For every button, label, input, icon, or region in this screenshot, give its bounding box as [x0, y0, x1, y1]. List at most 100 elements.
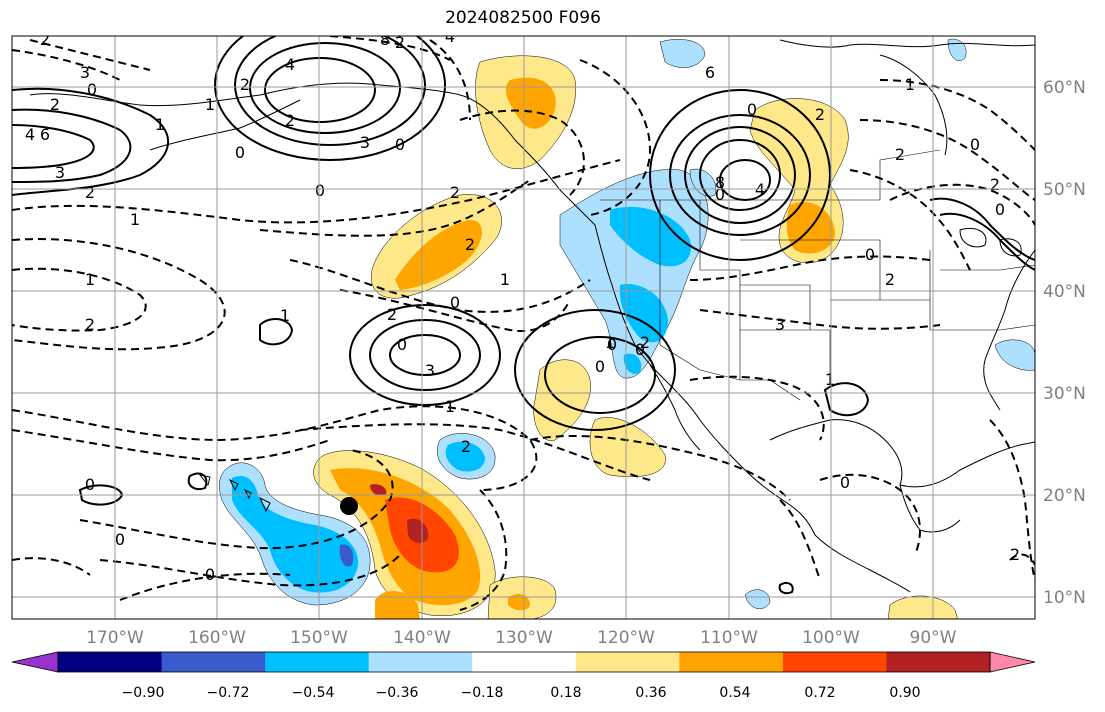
- contour-label: 1: [500, 270, 510, 289]
- colorbar-tick-label: −0.54: [292, 685, 335, 701]
- positive-anomaly-region: [407, 518, 429, 543]
- contour-line: [79, 449, 394, 550]
- positive-anomaly-region: [505, 77, 556, 129]
- contour-label: 1: [130, 210, 140, 229]
- negative-anomaly-region: [339, 544, 354, 567]
- contour-line: [879, 79, 1035, 151]
- contour-line: [989, 419, 1035, 581]
- colorbar-tick-label: −0.72: [207, 685, 250, 701]
- contour-label: 6: [40, 125, 50, 144]
- contour-line: [699, 139, 781, 211]
- contour-line: [12, 267, 147, 332]
- lat-label: 40°N: [1043, 282, 1086, 302]
- contour-label: 2: [465, 235, 475, 254]
- lat-label: 10°N: [1043, 588, 1086, 608]
- contour-label: 2: [50, 95, 60, 114]
- contour-line: [214, 36, 446, 161]
- contour-line: [429, 39, 471, 121]
- negative-anomaly-region: [659, 39, 706, 68]
- negative-anomaly-region: [623, 353, 642, 374]
- aleutian-islands: [149, 99, 301, 151]
- contour-line: [778, 582, 794, 595]
- contour-label: 2: [40, 30, 50, 49]
- contour-line: [289, 259, 591, 313]
- contour-line: [12, 159, 621, 224]
- contour-label: 3: [55, 163, 65, 182]
- lat-label: 20°N: [1043, 486, 1086, 506]
- contour-label: 2: [395, 33, 405, 52]
- negative-anomaly-region: [445, 441, 485, 472]
- lon-label: 150°W: [290, 628, 348, 648]
- contour-line: [544, 336, 656, 414]
- negative-anomaly-region: [619, 284, 668, 343]
- contour-label: 0: [115, 530, 125, 549]
- plot-frame: [11, 35, 1036, 620]
- contour-line: [389, 334, 461, 376]
- contour-label: 0: [395, 135, 405, 154]
- contour-line: [689, 375, 825, 441]
- contour-label: 1: [825, 370, 835, 389]
- contour-line: [823, 382, 870, 417]
- gulf-of-mexico-coast: [769, 419, 1035, 488]
- contour-label: 1: [85, 270, 95, 289]
- lon-label: 160°W: [188, 628, 246, 648]
- colorbar-swatch: [472, 652, 577, 672]
- positive-anomaly-region: [370, 484, 387, 496]
- colorbar-extend-high: [989, 651, 1036, 673]
- contour-label: 2: [990, 175, 1000, 194]
- colorbar-tick-label: −0.36: [376, 685, 419, 701]
- contour-line: [649, 89, 831, 261]
- contour-line: [684, 126, 796, 224]
- negative-anomaly-region: [744, 589, 771, 609]
- contour-label: 4: [445, 27, 455, 46]
- contour-label: 2: [387, 305, 397, 324]
- contour-label: 2: [640, 333, 650, 352]
- contour-label: 0: [865, 245, 875, 264]
- colorbar-tick-label: −0.18: [461, 685, 504, 701]
- contour-line: [29, 39, 151, 71]
- colorbar-tick-label: 0.18: [550, 685, 581, 701]
- contour-line: [12, 238, 226, 351]
- contour-label: 0: [595, 357, 605, 376]
- colorbar-tick-labels: −0.90 −0.72 −0.54 −0.36 −0.18 0.18 0.36 …: [122, 685, 921, 701]
- colorbar-swatch: [161, 652, 266, 672]
- contour-line: [299, 423, 651, 481]
- contour-line: [929, 197, 1035, 261]
- contour-label: 1: [905, 75, 915, 94]
- colorbar-swatch: [679, 652, 784, 672]
- contour-label: 0: [87, 80, 97, 99]
- colorbar-swatch: [886, 652, 991, 672]
- lon-label: 140°W: [393, 628, 451, 648]
- contour-label: 2: [285, 111, 295, 130]
- hudson-bay-coast: [879, 54, 948, 156]
- contour-line: [349, 304, 501, 406]
- great-lakes: [959, 227, 987, 248]
- contour-label: 1: [280, 306, 290, 325]
- colorbar-swatch: [58, 652, 163, 672]
- contour-line: [689, 255, 931, 281]
- storm-position-marker: [340, 497, 358, 515]
- negative-anomaly-region: [994, 339, 1035, 371]
- contour-line: [329, 36, 451, 61]
- colorbar-swatch: [368, 652, 473, 672]
- contour-line: [187, 472, 208, 491]
- contour-line: [259, 318, 294, 346]
- latitude-labels: 60°N 50°N 40°N 30°N 20°N 10°N: [1043, 78, 1086, 608]
- colorbar-tick-label: 0.36: [635, 685, 666, 701]
- contour-label: 1: [205, 95, 215, 114]
- contour-label: 2: [450, 183, 460, 202]
- colorbar-swatch: [265, 652, 370, 672]
- gridlines: [12, 36, 1035, 619]
- contour-line: [529, 434, 791, 501]
- contour-label: 8: [715, 173, 725, 192]
- lat-label: 60°N: [1043, 78, 1086, 98]
- contour-label: 3: [425, 361, 435, 380]
- lon-label: 110°W: [700, 628, 758, 648]
- us-east-coast: [983, 249, 1035, 411]
- contour-label: 2: [1010, 545, 1020, 564]
- contour-line: [264, 57, 376, 123]
- colorbar-tick-label: −0.90: [122, 685, 165, 701]
- contour-label: 6: [705, 63, 715, 82]
- contour-label: 0: [995, 200, 1005, 219]
